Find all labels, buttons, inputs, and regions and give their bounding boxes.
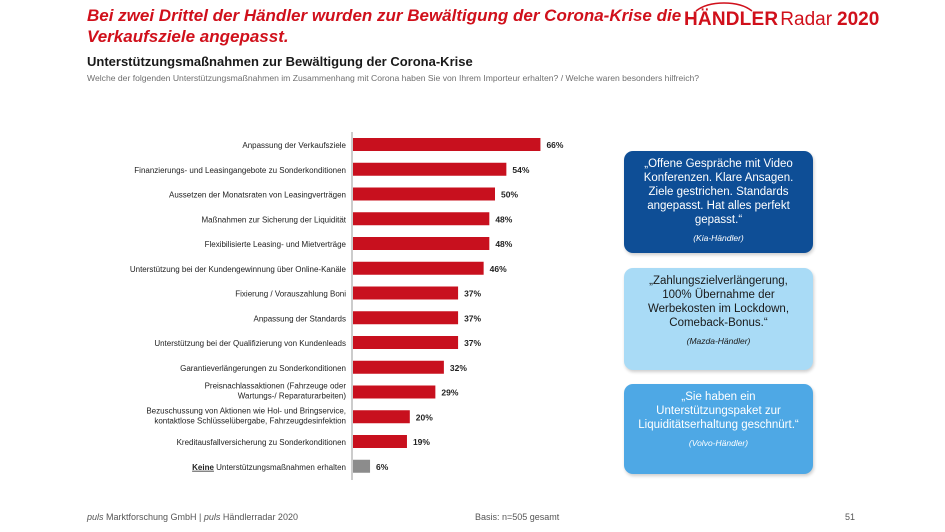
bar [353,410,410,424]
category-label: Finanzierungs- und Leasingangebote zu So… [134,166,346,175]
bar [353,336,459,349]
bar [353,311,459,325]
bar-value-label: 66% [546,140,563,150]
bar-value-label: 32% [450,363,467,373]
category-label: Maßnahmen zur Sicherung der Liquidität [201,215,346,224]
page-number: 51 [845,512,856,522]
logo-word-haendler: HÄNDLER [684,9,779,30]
chart-title: Unterstützungsmaßnahmen zur Bewältigung … [87,54,473,69]
bar [353,162,507,176]
quote-box-volvo: „Sie haben ein Unterstützungspaket zur L… [624,384,813,474]
quote-text: „Zahlungszielverlängerung, 100% Übernahm… [647,275,790,329]
support-measures-bar-chart: 66% Anpassung der Verkaufsziele 54% Finanzi… [130,132,564,480]
category-label: Anpassung der Standards [253,314,346,323]
bar [353,138,541,151]
category-label: Keine Unterstützungsmaßnahmen erhalten [192,463,346,472]
footer-brand: puls [203,512,221,522]
footer-product: Händlerradar 2020 [220,512,298,522]
haendler-radar-logo: HÄNDLER Radar 2020 [684,2,880,33]
bar-value-label: 37% [464,313,481,323]
category-label: Kreditausfallversicherung zu Sonderkondi… [177,438,346,447]
bar-value-label: 48% [495,214,512,224]
category-label: Garantieverlängerungen zu Sonderkonditio… [180,364,346,373]
bar-value-label: 54% [512,165,529,175]
bar [353,459,371,473]
category-label: Unterstützung bei der Qualifizierung von… [154,339,346,348]
logo-word-radar: Radar [780,9,833,30]
quote-box-mazda: „Zahlungszielverlängerung, 100% Übernahm… [624,268,813,370]
category-label: Bezuschussung von Aktionen wie Hol- und … [146,406,346,425]
category-label: Preisnachlassaktionen (Fahrzeuge oder War… [205,382,347,401]
category-label: Unterstützung bei der Kundengewinnung üb… [130,265,347,274]
bar-value-label: 48% [495,239,512,249]
footer-credit: puls Marktforschung GmbH | puls Händlerr… [87,512,298,522]
logo-year: 2020 [837,9,880,30]
bar [353,385,436,399]
bar-value-label: 29% [441,388,458,398]
car-roof-icon [695,2,753,12]
quote-source: (Kia-Händler) [693,233,744,243]
bar [353,360,444,374]
bar-value-label: 37% [464,338,481,348]
bar [353,286,459,300]
quote-source: (Mazda-Händler) [686,336,751,346]
bar [353,435,407,448]
category-label: Flexibilisierte Leasing- und Mietverträg… [205,240,347,249]
bar-value-label: 50% [501,190,518,200]
footer-company: Marktforschung GmbH | [103,512,204,522]
quote-text: „Sie haben ein Unterstützungspaket zur L… [638,391,799,431]
bar-value-label: 20% [416,412,433,422]
bar-value-label: 46% [490,264,507,274]
category-label: Anpassung der Verkaufsziele [242,141,346,150]
survey-question: Welche der folgenden Unterstützungsmaßna… [87,73,700,83]
footer-brand: puls [87,512,104,522]
bar [353,187,495,201]
category-label: Fixierung / Vorauszahlung Boni [235,290,346,299]
footer-basis: Basis: n=505 gesamt [475,512,560,522]
bar [353,237,490,250]
quote-box-kia: „Offene Gespräche mit Video Konferenzen.… [624,151,813,253]
quote-source: (Volvo-Händler) [688,438,749,448]
bar [353,261,484,275]
bar-value-label: 19% [413,437,430,447]
bar [353,212,490,226]
bar-value-label: 37% [464,289,481,299]
bar-value-label: 6% [376,462,389,472]
category-label: Aussetzen der Monatsraten von Leasingver… [169,191,346,200]
quote-text: „Offene Gespräche mit Video Konferenzen.… [643,158,794,226]
headline: Bei zwei Drittel der Händler wurden zur … [87,6,682,46]
